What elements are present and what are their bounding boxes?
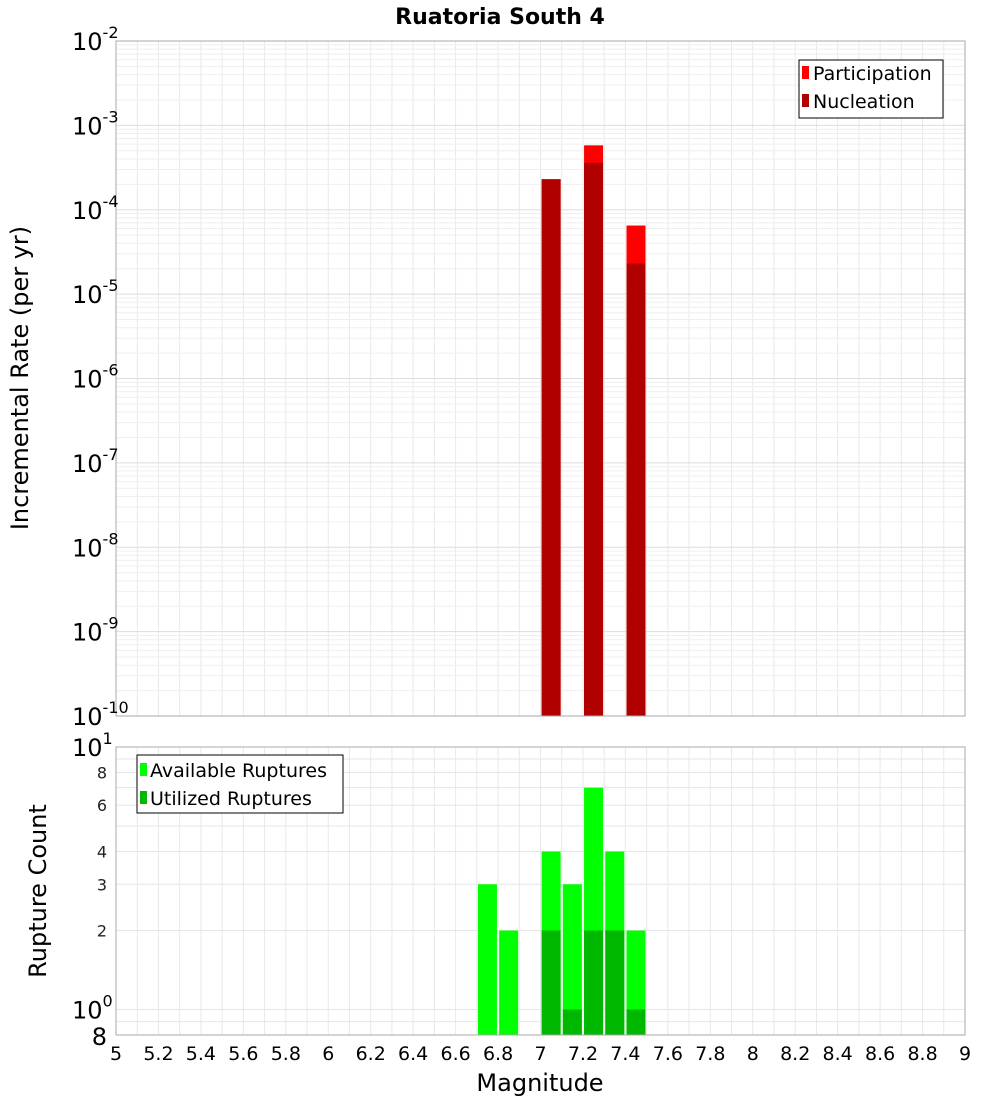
count-utilized-ruptures-bar xyxy=(605,930,625,1035)
x-tick-label: 8 xyxy=(747,1043,759,1065)
rate-y-tick-label: 10-6 xyxy=(72,361,119,394)
rate-plot-frame xyxy=(115,40,966,717)
x-tick-label: 6 xyxy=(322,1043,334,1065)
count-y-minor-tick-label: 8 xyxy=(97,763,107,782)
rate-y-tick-label: 10-5 xyxy=(72,276,119,309)
x-tick-label: 5.8 xyxy=(271,1043,301,1065)
count-utilized-ruptures-bar xyxy=(626,1009,646,1035)
count-utilized-ruptures-bar xyxy=(584,930,604,1035)
rate-legend-box xyxy=(798,59,944,119)
count-bars xyxy=(477,787,646,1035)
x-tick-label: 8.8 xyxy=(907,1043,937,1065)
count-y-major-tick-label: 101 xyxy=(72,729,113,762)
count-utilized-ruptures-bar xyxy=(562,1009,582,1035)
rate-bars xyxy=(541,145,646,717)
x-tick-label: 5.4 xyxy=(186,1043,216,1065)
rate-y-tick-label: 10-2 xyxy=(72,23,119,56)
participation-legend-label: Participation xyxy=(813,63,932,85)
utilized-ruptures-legend-label: Utilized Ruptures xyxy=(150,788,312,810)
x-axis-ticks: 5 5.2 5.4 5.6 5.8 6 6.2 6.4 6.6 6.8 7 7.2 7.4 7.6 7.8 8… xyxy=(110,1043,971,1065)
rate-panel: 10-10 10-9 10-8 10-7 10-6 10-5 10-4 10-3 10-2 In… xyxy=(6,23,966,731)
x-tick-label: 6.6 xyxy=(440,1043,470,1065)
rate-y-tick-label: 10-9 xyxy=(72,614,119,647)
count-legend-box xyxy=(136,754,344,814)
count-y-ticks: 100 101 2 3 4 6 8 8 xyxy=(72,729,113,1051)
rate-y-tick-label: 10-8 xyxy=(72,529,119,562)
rate-y-ticks: 10-10 10-9 10-8 10-7 10-6 10-5 10-4 10-3 10-2 xyxy=(72,23,129,731)
chart-title: Ruatoria South 4 xyxy=(395,5,605,30)
count-available-ruptures-bar xyxy=(477,884,497,1035)
x-tick-label: 7.6 xyxy=(653,1043,683,1065)
count-utilized-ruptures-bar xyxy=(541,930,561,1035)
rate-y-tick-label: 10-4 xyxy=(72,192,119,225)
count-available-ruptures-bar xyxy=(499,930,519,1035)
count-y-major-tick-label: 100 xyxy=(72,992,113,1025)
rate-gridlines xyxy=(115,41,966,717)
rate-nucleation-bar xyxy=(541,179,561,716)
x-tick-label: 8.6 xyxy=(865,1043,895,1065)
count-available-ruptures-bar xyxy=(626,930,646,1035)
x-tick-label: 6.8 xyxy=(483,1043,513,1065)
x-tick-label: 7.4 xyxy=(610,1043,640,1065)
x-tick-label: 8.4 xyxy=(823,1043,853,1065)
count-y-bottom-tick-label: 8 xyxy=(92,1023,107,1051)
x-tick-label: 7.8 xyxy=(695,1043,725,1065)
rate-nucleation-bar xyxy=(584,162,604,716)
x-tick-label: 7.2 xyxy=(568,1043,598,1065)
rate-y-tick-label: 10-3 xyxy=(72,107,119,140)
x-axis-label: Magnitude xyxy=(476,1069,603,1097)
count-available-ruptures-bar xyxy=(562,884,582,1035)
count-panel: 100 101 2 3 4 6 8 8 5 5.2 5.4 5.6 5.8 6 6.2 6.4 6.6 6.8 7… xyxy=(24,729,971,1097)
x-tick-label: 5.6 xyxy=(228,1043,258,1065)
x-tick-label: 7 xyxy=(534,1043,546,1065)
x-tick-label: 5 xyxy=(110,1043,122,1065)
participation-legend-swatch xyxy=(802,66,809,79)
rate-legend: Participation Nucleation xyxy=(798,59,944,119)
count-y-minor-tick-label: 3 xyxy=(97,875,107,894)
rate-y-axis-label: Incremental Rate (per yr) xyxy=(6,226,34,530)
count-y-minor-tick-label: 6 xyxy=(97,796,107,815)
utilized-ruptures-legend-swatch xyxy=(140,791,147,804)
count-y-minor-tick-label: 4 xyxy=(97,842,107,861)
x-tick-label: 6.2 xyxy=(356,1043,386,1065)
available-ruptures-legend-swatch xyxy=(140,763,147,776)
count-y-minor-tick-label: 2 xyxy=(97,922,107,941)
count-y-axis-label: Rupture Count xyxy=(24,804,52,978)
x-tick-label: 9 xyxy=(959,1043,971,1065)
x-tick-label: 5.2 xyxy=(143,1043,173,1065)
x-tick-label: 6.4 xyxy=(398,1043,428,1065)
rate-y-tick-label: 10-10 xyxy=(72,698,129,731)
count-legend: Available Ruptures Utilized Ruptures xyxy=(136,754,344,814)
x-tick-label: 8.2 xyxy=(780,1043,810,1065)
rate-y-tick-label: 10-7 xyxy=(72,445,119,478)
count-plot-frame xyxy=(115,746,966,1036)
available-ruptures-legend-label: Available Ruptures xyxy=(150,760,327,782)
rate-nucleation-bar xyxy=(626,263,646,716)
nucleation-legend-label: Nucleation xyxy=(813,91,915,113)
nucleation-legend-swatch xyxy=(802,94,809,107)
